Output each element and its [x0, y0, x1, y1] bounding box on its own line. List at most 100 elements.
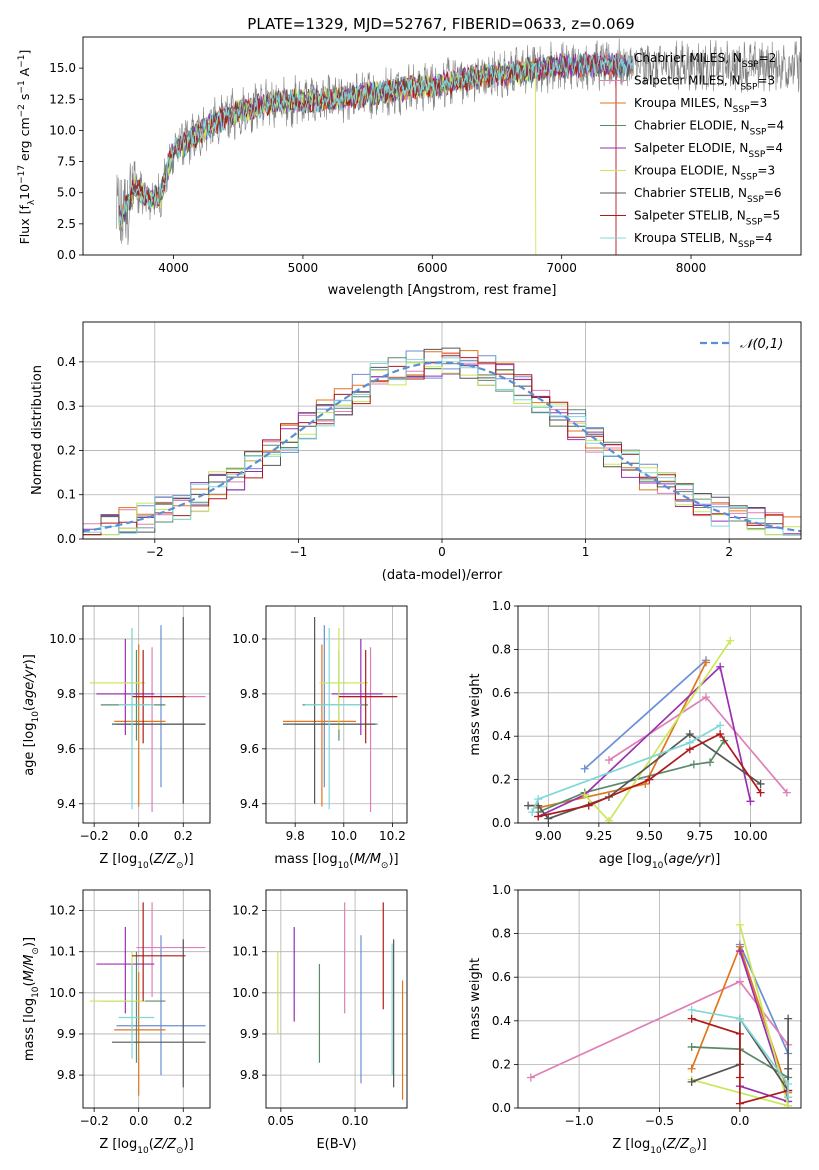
y-tick-label: 0.2: [492, 773, 511, 787]
series-marker: [784, 1014, 793, 1023]
axes-frame: [82, 36, 802, 256]
series-line-5: [584, 640, 732, 823]
y-tick-label: 0.6: [492, 970, 511, 984]
model-fit-8: [118, 53, 633, 228]
model-fit-2: [118, 53, 633, 229]
x-tick-label: −0.2: [80, 1114, 109, 1128]
series-marker: [687, 1077, 696, 1086]
series-marker: [735, 1099, 744, 1108]
y-tick-label: 10.0: [49, 123, 76, 137]
y-tick-label: 10.0: [232, 986, 259, 1000]
series-marker: [735, 920, 744, 929]
x-tick-label: 10.2: [379, 829, 406, 843]
y-tick-label: 1.0: [492, 599, 511, 613]
y-tick-label: 9.4: [57, 797, 76, 811]
axes-frame: [517, 889, 802, 1109]
histogram-5: [83, 362, 801, 536]
x-tick-label: 0.0: [129, 1114, 148, 1128]
series-marker: [534, 812, 543, 821]
series-line-8: [531, 724, 721, 813]
x-tick-label: 9.8: [286, 829, 305, 843]
x-tick-label: −0.5: [645, 1114, 674, 1128]
plot-area: [83, 347, 801, 536]
series-marker: [687, 1005, 696, 1014]
y-tick-label: 0.4: [57, 355, 76, 369]
x-tick-label: 7000: [546, 261, 577, 275]
model-fit-4: [118, 52, 633, 222]
legend-entry: Salpeter ELODIE, NSSP=4: [634, 141, 783, 160]
series-marker: [706, 758, 715, 767]
series-marker: [784, 1093, 793, 1102]
y-tick-label: 2.5: [57, 217, 76, 231]
y-tick-label: 9.8: [240, 687, 259, 701]
figure-title: PLATE=1329, MJD=52767, FIBERID=0633, z=0…: [247, 15, 634, 33]
series-marker: [716, 662, 725, 671]
y-tick-label: 0.1: [57, 488, 76, 502]
x-axis-label: age [log10(age/yr)]: [599, 852, 721, 871]
series-marker: [687, 1014, 696, 1023]
legend-entry: Chabrier STELIB, NSSP=6: [634, 186, 782, 205]
legend-entry: Chabrier ELODIE, NSSP=4: [634, 119, 784, 138]
x-tick-label: −1: [290, 545, 308, 559]
series-marker: [735, 1073, 744, 1082]
series-line-6: [691, 1015, 789, 1094]
y-tick-label: 10.2: [232, 904, 259, 918]
y-tick-label: 0.8: [492, 642, 511, 656]
x-tick-label: 5000: [288, 261, 319, 275]
series-marker: [685, 730, 694, 739]
y-tick-label: 10.0: [232, 632, 259, 646]
x-axis-label: wavelength [Angstrom, rest frame]: [328, 283, 557, 298]
plot-area: [283, 616, 398, 813]
plot-area: [524, 636, 791, 823]
y-tick-label: 9.6: [240, 742, 259, 756]
x-tick-label: 6000: [417, 261, 448, 275]
y-tick-label: 9.8: [57, 687, 76, 701]
series-marker: [735, 947, 744, 956]
series-line-0: [739, 944, 789, 1054]
x-tick-label: −1.0: [565, 1114, 594, 1128]
axes-frame: [82, 889, 211, 1109]
series-marker: [524, 801, 533, 810]
series-marker: [735, 977, 744, 986]
series-marker: [685, 738, 694, 747]
x-tick-label: −0.2: [80, 829, 109, 843]
series-marker: [526, 1073, 535, 1082]
y-tick-label: 10.0: [49, 632, 76, 646]
y-axis-label: Flux [fλ10−17 erg cm−2 s−1 A−1]: [17, 50, 37, 245]
axes-frame: [265, 605, 408, 824]
legend-entry: Kroupa STELIB, NSSP=4: [634, 231, 772, 250]
y-tick-label: 9.9: [57, 1027, 76, 1041]
y-tick-label: 10.0: [49, 986, 76, 1000]
series-line-4: [537, 665, 752, 818]
plot-area: [277, 902, 404, 1100]
y-tick-label: 10.1: [232, 945, 259, 959]
series-marker: [756, 788, 765, 797]
axes-frame: [517, 605, 802, 824]
series-marker: [604, 816, 613, 823]
x-axis-label: (data-model)/error: [382, 568, 503, 583]
y-tick-label: 0.2: [57, 443, 76, 457]
errorbar-panel-2: −0.2 0.0 0.2 9.4 9.6 9.8 10.0 Z [log10(Z/Z⊙)] ag…: [22, 605, 211, 871]
y-tick-label: 9.6: [57, 742, 76, 756]
y-tick-label: 1.0: [492, 883, 511, 897]
y-tick-label: 0.3: [57, 399, 76, 413]
x-axis-label: E(B-V): [316, 1137, 356, 1152]
series-marker: [701, 693, 710, 702]
y-tick-label: 10.2: [49, 904, 76, 918]
errorbar-panel-3: 9.8 10.0 10.2 9.4 9.6 9.8 10.0 mass [log10(M/M⊙…: [232, 605, 408, 871]
y-tick-label: 0.6: [492, 686, 511, 700]
x-tick-label: 0: [438, 545, 446, 559]
x-tick-label: 9.75: [687, 829, 714, 843]
x-tick-label: 0.2: [174, 829, 193, 843]
x-axis-label: mass [log10(M/M⊙)]: [274, 852, 398, 871]
mass-weight-panel-7: −1.0 −0.5 0.0 0.0 0.2 0.4 0.6 0.8 1.0 Z [log10(Z/…: [468, 883, 802, 1156]
y-tick-label: 0.0: [492, 1101, 511, 1115]
y-tick-label: 0.2: [492, 1057, 511, 1071]
series-marker: [544, 814, 553, 823]
x-tick-label: 10.00: [733, 829, 767, 843]
legend-entry: Chabrier MILES, NSSP=2: [634, 51, 776, 70]
mass-weight-panel-4: 9.00 9.25 9.50 9.75 10.00 0.0 0.2 0.4 0.6 0.8 1.0 a…: [468, 599, 802, 871]
series-marker: [735, 1029, 744, 1038]
legend-entry: 𝒩(0,1): [740, 337, 783, 352]
y-tick-label: 10.1: [49, 945, 76, 959]
